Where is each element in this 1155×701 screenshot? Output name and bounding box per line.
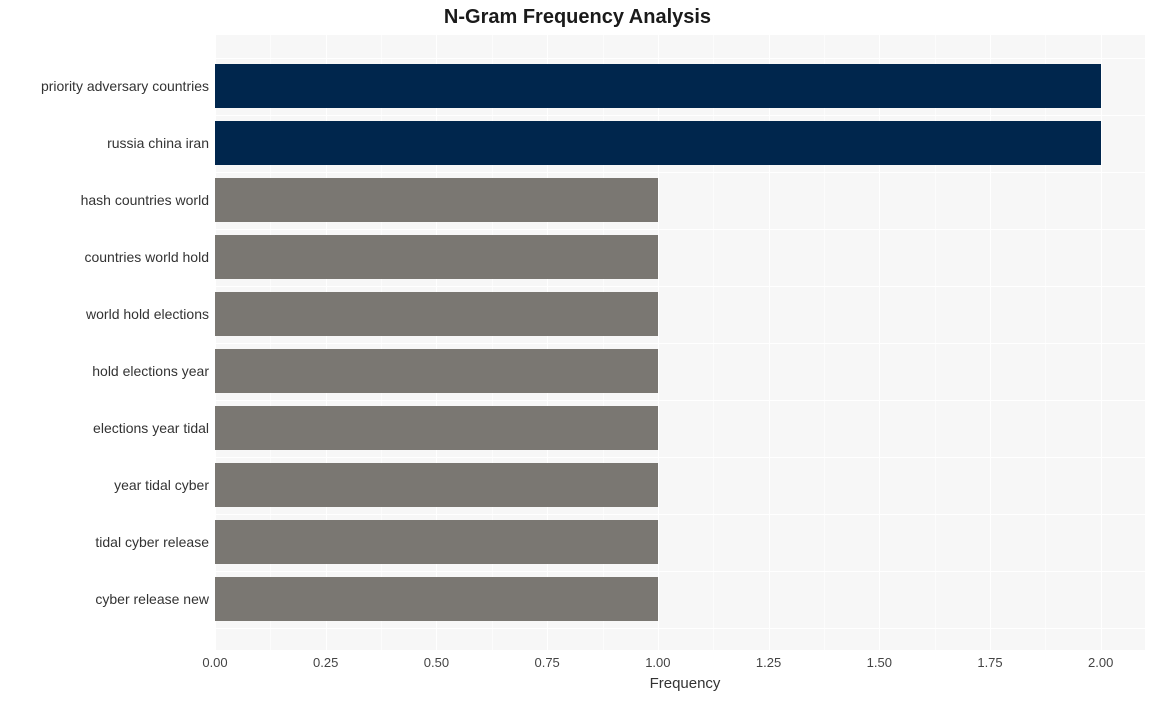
bar [215, 292, 658, 336]
grid-line-h [215, 571, 1145, 572]
grid-line-h [215, 343, 1145, 344]
x-tick-label: 2.00 [1088, 655, 1113, 670]
bar [215, 349, 658, 393]
x-tick-label: 0.00 [202, 655, 227, 670]
y-tick-label: countries world hold [0, 249, 209, 265]
grid-line-h [215, 628, 1145, 629]
x-tick-label: 0.75 [534, 655, 559, 670]
x-axis-title: Frequency [220, 675, 1150, 692]
y-tick-label: priority adversary countries [0, 78, 209, 94]
grid-line-h [215, 58, 1145, 59]
x-tick-label: 1.00 [645, 655, 670, 670]
x-tick-label: 1.50 [867, 655, 892, 670]
y-tick-label: tidal cyber release [0, 534, 209, 550]
bar [215, 577, 658, 621]
bar [215, 520, 658, 564]
ngram-frequency-chart: N-Gram Frequency Analysis priority adver… [0, 0, 1155, 701]
x-tick-label: 1.25 [756, 655, 781, 670]
grid-line-h [215, 400, 1145, 401]
x-tick-label: 0.25 [313, 655, 338, 670]
y-tick-label: hold elections year [0, 363, 209, 379]
bar [215, 121, 1101, 165]
bar [215, 463, 658, 507]
plot-area [215, 35, 1145, 650]
bar [215, 235, 658, 279]
y-tick-label: hash countries world [0, 192, 209, 208]
grid-line-h [215, 229, 1145, 230]
grid-line-h [215, 286, 1145, 287]
y-tick-label: world hold elections [0, 306, 209, 322]
y-tick-label: cyber release new [0, 591, 209, 607]
chart-title: N-Gram Frequency Analysis [0, 6, 1155, 29]
grid-line-h [215, 514, 1145, 515]
x-tick-label: 0.50 [424, 655, 449, 670]
y-tick-label: russia china iran [0, 135, 209, 151]
y-tick-label: elections year tidal [0, 420, 209, 436]
grid-line-h [215, 172, 1145, 173]
y-tick-label: year tidal cyber [0, 477, 209, 493]
x-axis-title-wrap: Frequency [0, 675, 1155, 692]
grid-line-h [215, 115, 1145, 116]
bar [215, 64, 1101, 108]
x-tick-label: 1.75 [977, 655, 1002, 670]
bar [215, 178, 658, 222]
bar [215, 406, 658, 450]
grid-line-h [215, 457, 1145, 458]
